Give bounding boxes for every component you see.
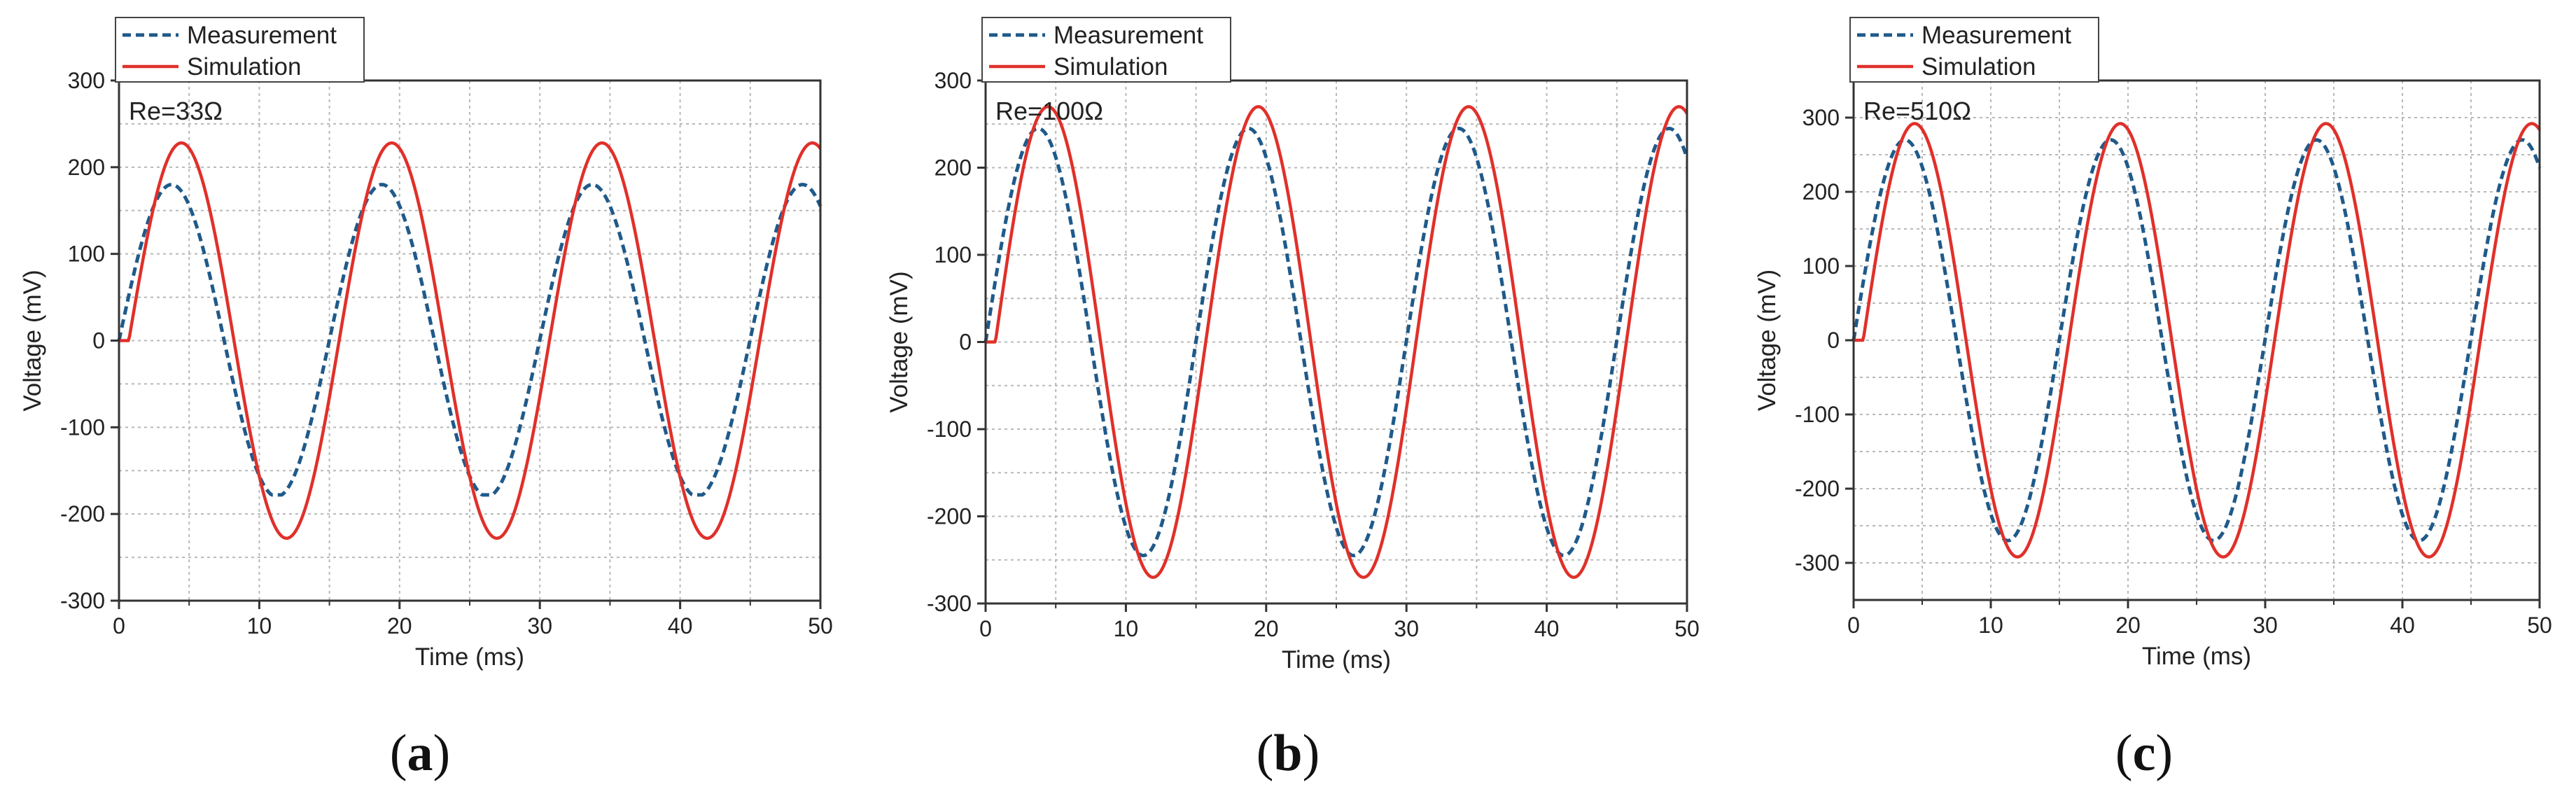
legend-label: Simulation bbox=[1921, 53, 2036, 81]
resistance-annotation: Re=510Ω bbox=[1863, 97, 1971, 125]
caption-label: b bbox=[1273, 725, 1302, 782]
y-tick-label: -200 bbox=[60, 501, 105, 526]
y-tick-label: -300 bbox=[927, 591, 972, 616]
resistance-annotation: Re=33Ω bbox=[129, 97, 223, 125]
caption-label: a bbox=[407, 725, 433, 782]
caption-paren-open: ( bbox=[1256, 725, 1274, 782]
series-line-simulation bbox=[1853, 122, 2541, 559]
x-tick-label: 10 bbox=[1114, 616, 1139, 641]
caption-paren-close: ) bbox=[2155, 725, 2173, 782]
y-tick-label: 200 bbox=[68, 155, 105, 180]
caption-paren-open: ( bbox=[390, 725, 407, 782]
y-tick-label: -100 bbox=[60, 414, 105, 440]
x-tick-label: 10 bbox=[247, 613, 272, 638]
y-axis-title: Voltage (mV) bbox=[886, 271, 913, 412]
y-axis-title: Voltage (mV) bbox=[19, 270, 46, 411]
y-tick-label: 100 bbox=[934, 242, 972, 267]
x-tick-label: 20 bbox=[2115, 613, 2141, 638]
legend-box bbox=[1849, 17, 2099, 83]
legend-box bbox=[115, 17, 365, 83]
caption-paren-close: ) bbox=[1303, 725, 1320, 782]
series-line-measurement bbox=[1851, 138, 2542, 543]
legend-label: Simulation bbox=[187, 53, 301, 81]
panel-caption: (b) bbox=[1256, 725, 1320, 782]
legend-label: Simulation bbox=[1054, 53, 1168, 81]
legend-label: Measurement bbox=[187, 22, 337, 49]
x-tick-label: 50 bbox=[1674, 616, 1700, 641]
y-tick-label: 300 bbox=[1802, 105, 1840, 130]
panel-caption: (a) bbox=[390, 725, 450, 782]
caption-paren-open: ( bbox=[2115, 725, 2133, 782]
x-tick-label: 50 bbox=[808, 613, 833, 638]
y-tick-label: 0 bbox=[92, 328, 105, 354]
x-tick-label: 50 bbox=[2527, 613, 2552, 638]
y-tick-label: -200 bbox=[927, 504, 972, 529]
caption-paren-close: ) bbox=[433, 725, 451, 782]
panel-caption: (c) bbox=[2115, 725, 2173, 782]
y-tick-label: 200 bbox=[1802, 179, 1840, 204]
x-axis-title: Time (ms) bbox=[2142, 643, 2251, 670]
y-tick-label: 300 bbox=[68, 68, 105, 93]
legend-label: Measurement bbox=[1054, 22, 1203, 49]
x-tick-label: 0 bbox=[113, 613, 125, 638]
y-tick-label: 0 bbox=[959, 330, 972, 355]
x-tick-label: 10 bbox=[1978, 613, 2003, 638]
series-line-measurement bbox=[983, 126, 1689, 558]
x-tick-label: 40 bbox=[1534, 616, 1560, 641]
y-tick-label: -100 bbox=[1795, 402, 1840, 427]
resistance-annotation: Re=100Ω bbox=[995, 97, 1103, 125]
caption-label: c bbox=[2133, 725, 2156, 782]
x-tick-label: 30 bbox=[2253, 613, 2278, 638]
x-axis-title: Time (ms) bbox=[1282, 646, 1391, 673]
chart-panel-a: 0 10 20 30 40 50 -300 -200 -100 0 100 200 300 Time (m… bbox=[19, 17, 833, 782]
chart-panel-c: 0 10 20 30 40 50 -300 -200 -100 0 100 200 300 Time (m… bbox=[1754, 17, 2552, 782]
y-tick-label: -300 bbox=[60, 588, 105, 613]
y-axis-title: Voltage (mV) bbox=[1754, 270, 1781, 411]
series-line-simulation bbox=[118, 141, 822, 540]
legend-label: Measurement bbox=[1921, 22, 2071, 49]
x-tick-label: 40 bbox=[668, 613, 693, 638]
x-tick-label: 40 bbox=[2390, 613, 2415, 638]
y-tick-label: -200 bbox=[1795, 476, 1840, 501]
legend-box bbox=[981, 17, 1231, 83]
x-tick-label: 30 bbox=[1394, 616, 1419, 641]
x-tick-label: 20 bbox=[387, 613, 412, 638]
x-tick-label: 0 bbox=[1847, 613, 1860, 638]
y-tick-label: -100 bbox=[927, 417, 972, 442]
x-tick-label: 30 bbox=[527, 613, 552, 638]
chart-panel-b: 0 10 20 30 40 50 -300 -200 -100 0 100 200 300 Time (m… bbox=[886, 17, 1700, 782]
x-tick-label: 0 bbox=[979, 616, 992, 641]
y-tick-label: 300 bbox=[934, 68, 972, 93]
y-tick-label: 100 bbox=[1802, 253, 1840, 279]
series-line-simulation bbox=[985, 105, 1688, 579]
y-tick-label: 100 bbox=[68, 242, 105, 267]
y-tick-label: -300 bbox=[1795, 550, 1840, 575]
x-axis-title: Time (ms) bbox=[415, 643, 524, 671]
y-tick-label: 0 bbox=[1827, 328, 1840, 353]
x-tick-label: 20 bbox=[1254, 616, 1279, 641]
y-tick-label: 200 bbox=[934, 155, 972, 181]
